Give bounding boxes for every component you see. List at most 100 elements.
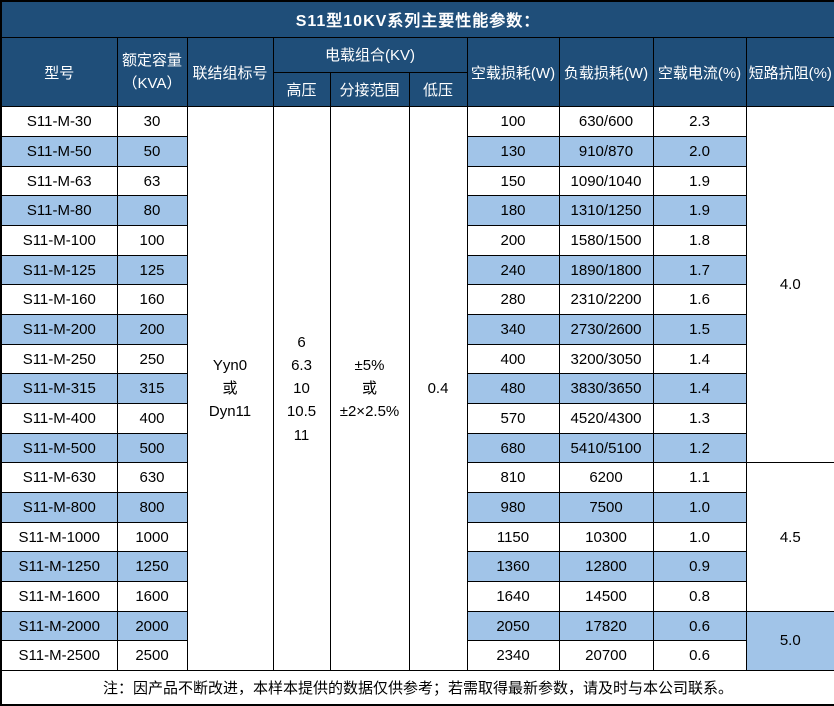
col-header-no-load-current: 空载电流(%) xyxy=(652,36,747,108)
capacity-cell: 1250 xyxy=(116,551,188,583)
capacity-cell: 500 xyxy=(116,432,188,464)
model-cell: S11-M-250 xyxy=(0,343,118,375)
no-load-current-cell: 1.4 xyxy=(652,343,747,375)
no-load-current-cell: 1.2 xyxy=(652,432,747,464)
no-load-current-cell: 1.8 xyxy=(652,225,747,256)
model-cell: S11-M-50 xyxy=(0,136,118,167)
no-load-loss-cell: 200 xyxy=(466,225,560,256)
table-row: S11-M-315 315 480 3830/3650 1.4 xyxy=(0,373,834,405)
no-load-loss-cell: 2340 xyxy=(466,640,560,672)
load-loss-cell: 2730/2600 xyxy=(558,314,654,345)
capacity-cell: 250 xyxy=(116,343,188,375)
lv-cell: 0.4 xyxy=(408,106,468,672)
model-cell: S11-M-400 xyxy=(0,403,118,434)
load-loss-cell: 1890/1800 xyxy=(558,254,654,286)
table-row: S11-M-1000 1000 1150 10300 1.0 xyxy=(0,521,834,553)
no-load-loss-cell: 340 xyxy=(466,314,560,345)
table-row: S11-M-50 50 130 910/870 2.0 xyxy=(0,136,834,167)
load-loss-cell: 10300 xyxy=(558,521,654,553)
no-load-loss-cell: 280 xyxy=(466,284,560,316)
col-header-capacity: 额定容量 （KVA） xyxy=(116,36,188,108)
no-load-current-cell: 1.0 xyxy=(652,521,747,553)
no-load-loss-cell: 980 xyxy=(466,492,560,523)
load-loss-cell: 1090/1040 xyxy=(558,165,654,197)
col-header-tap-range: 分接范围 xyxy=(329,71,410,108)
model-cell: S11-M-160 xyxy=(0,284,118,316)
tap-range-cell: ±5% 或 ±2×2.5% xyxy=(329,106,410,672)
load-loss-cell: 6200 xyxy=(558,462,654,494)
no-load-current-cell: 2.0 xyxy=(652,136,747,167)
capacity-cell: 1600 xyxy=(116,581,188,612)
col-header-no-load-loss: 空载损耗(W) xyxy=(466,36,560,108)
model-cell: S11-M-315 xyxy=(0,373,118,405)
no-load-loss-cell: 1360 xyxy=(466,551,560,583)
table-row: S11-M-250 250 400 3200/3050 1.4 xyxy=(0,343,834,375)
model-cell: S11-M-630 xyxy=(0,462,118,494)
no-load-loss-cell: 240 xyxy=(466,254,560,286)
no-load-current-cell: 1.1 xyxy=(652,462,747,494)
table-row: S11-M-125 125 240 1890/1800 1.7 xyxy=(0,254,834,286)
capacity-cell: 80 xyxy=(116,195,188,227)
capacity-cell: 30 xyxy=(116,106,188,138)
no-load-current-cell: 1.5 xyxy=(652,314,747,345)
no-load-loss-cell: 810 xyxy=(466,462,560,494)
no-load-loss-cell: 570 xyxy=(466,403,560,434)
model-cell: S11-M-200 xyxy=(0,314,118,345)
model-cell: S11-M-30 xyxy=(0,106,118,138)
no-load-current-cell: 0.8 xyxy=(652,581,747,612)
no-load-current-cell: 1.0 xyxy=(652,492,747,523)
load-loss-cell: 7500 xyxy=(558,492,654,523)
capacity-cell: 800 xyxy=(116,492,188,523)
no-load-loss-cell: 680 xyxy=(466,432,560,464)
col-header-impedance: 短路抗阻(%) xyxy=(745,36,834,108)
no-load-loss-cell: 180 xyxy=(466,195,560,227)
col-header-voltage-group: 电载组合(KV) xyxy=(272,36,468,73)
no-load-current-cell: 2.3 xyxy=(652,106,747,138)
impedance-cell: 4.5 xyxy=(745,462,834,612)
capacity-cell: 2000 xyxy=(116,610,188,642)
col-header-load-loss: 负载损耗(W) xyxy=(558,36,654,108)
no-load-loss-cell: 480 xyxy=(466,373,560,405)
load-loss-cell: 14500 xyxy=(558,581,654,612)
capacity-cell: 200 xyxy=(116,314,188,345)
load-loss-cell: 12800 xyxy=(558,551,654,583)
no-load-loss-cell: 1150 xyxy=(466,521,560,553)
load-loss-cell: 5410/5100 xyxy=(558,432,654,464)
capacity-cell: 160 xyxy=(116,284,188,316)
impedance-cell: 4.0 xyxy=(745,106,834,464)
col-header-hv: 高压 xyxy=(272,71,331,108)
table-row: S11-M-30 30 Yyn0 或 Dyn11 6 6.3 10 10.5 1… xyxy=(0,106,834,672)
load-loss-cell: 630/600 xyxy=(558,106,654,138)
no-load-loss-cell: 100 xyxy=(466,106,560,138)
no-load-current-cell: 1.6 xyxy=(652,284,747,316)
capacity-cell: 1000 xyxy=(116,521,188,553)
table-row: S11-M-500 500 680 5410/5100 1.2 xyxy=(0,432,834,464)
model-cell: S11-M-1600 xyxy=(0,581,118,612)
load-loss-cell: 20700 xyxy=(558,640,654,672)
table-row: S11-M-200 200 340 2730/2600 1.5 xyxy=(0,314,834,345)
model-cell: S11-M-500 xyxy=(0,432,118,464)
model-cell: S11-M-63 xyxy=(0,165,118,197)
table-row: S11-M-160 160 280 2310/2200 1.6 xyxy=(0,284,834,316)
no-load-loss-cell: 400 xyxy=(466,343,560,375)
no-load-current-cell: 0.6 xyxy=(652,640,747,672)
footer-note: 注：因产品不断改进，本样本提供的数据仅供参考；若需取得最新参数，请及时与本公司联… xyxy=(0,670,834,706)
load-loss-cell: 3200/3050 xyxy=(558,343,654,375)
table-row: S11-M-1250 1250 1360 12800 0.9 xyxy=(0,551,834,583)
capacity-cell: 2500 xyxy=(116,640,188,672)
load-loss-cell: 2310/2200 xyxy=(558,284,654,316)
model-cell: S11-M-80 xyxy=(0,195,118,227)
table-row: S11-M-630 630 810 6200 1.1 4.5 xyxy=(0,462,834,612)
load-loss-cell: 1310/1250 xyxy=(558,195,654,227)
capacity-cell: 630 xyxy=(116,462,188,494)
capacity-cell: 125 xyxy=(116,254,188,286)
table-row: S11-M-2500 2500 2340 20700 0.6 xyxy=(0,640,834,672)
col-header-connection: 联结组标号 xyxy=(186,36,274,108)
col-header-lv: 低压 xyxy=(408,71,468,108)
model-cell: S11-M-125 xyxy=(0,254,118,286)
load-loss-cell: 3830/3650 xyxy=(558,373,654,405)
no-load-current-cell: 1.3 xyxy=(652,403,747,434)
no-load-current-cell: 0.9 xyxy=(652,551,747,583)
no-load-loss-cell: 150 xyxy=(466,165,560,197)
